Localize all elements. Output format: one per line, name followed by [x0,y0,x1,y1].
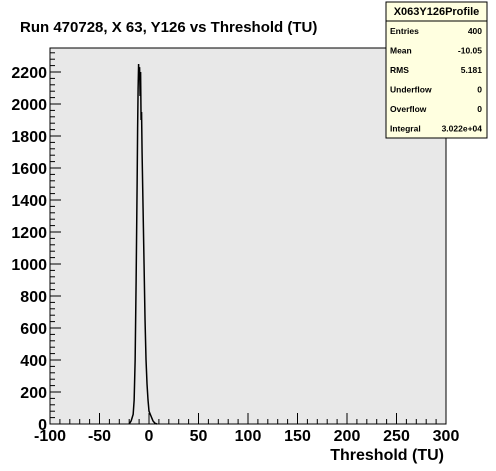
y-tick-label: 1400 [11,193,47,210]
y-tick-label: 800 [20,289,47,306]
y-tick-label: 2000 [11,97,47,114]
y-tick-label: 200 [20,385,47,402]
y-tick-label: 2200 [11,65,47,82]
series-line [128,63,158,425]
y-tick-label: 1600 [11,161,47,178]
stats-value: 3.022e+04 [442,123,483,133]
stats-label: Underflow [390,84,432,94]
x-axis: -100 -50 0 50 100 150 200 250 300 [34,413,459,445]
chart-title: Run 470728, X 63, Y126 vs Threshold (TU) [20,19,317,36]
x-tick-label: 100 [235,428,262,445]
stats-value: 400 [468,26,482,36]
stats-value: 5.181 [461,65,483,75]
stats-box: X063Y126Profile Entries 400 Mean -10.05 RMS 5… [385,1,488,139]
stats-box-title: X063Y126Profile [394,6,480,18]
stats-label: Overflow [390,104,427,114]
x-tick-label: -100 [34,428,66,445]
x-tick-label: 300 [433,428,460,445]
stats-label: Mean [390,45,412,55]
x-tick-label: 250 [383,428,410,445]
y-tick-label: 1800 [11,129,47,146]
y-axis: 0 200 400 600 800 1000 1200 1400 1600 1800 2000 220… [11,52,61,434]
x-axis-label: Threshold (TU) [330,447,444,464]
stats-value: 0 [477,104,482,114]
x-tick-label: -50 [88,428,111,445]
stats-value: 0 [477,84,482,94]
stats-label: Entries [390,26,419,36]
x-tick-label: 50 [190,428,208,445]
x-tick-label: 150 [284,428,311,445]
stats-label: Integral [390,123,421,133]
stats-value: -10.05 [458,45,482,55]
y-tick-label: 600 [20,321,47,338]
x-tick-label: 0 [145,428,154,445]
plot-frame [49,47,447,425]
y-tick-label: 400 [20,353,47,370]
y-tick-label: 1000 [11,257,47,274]
y-tick-label: 1200 [11,225,47,242]
stats-box-background [385,1,488,139]
stats-label: RMS [390,65,409,75]
y-tick-label: 0 [38,417,47,434]
x-tick-label: 200 [334,428,361,445]
